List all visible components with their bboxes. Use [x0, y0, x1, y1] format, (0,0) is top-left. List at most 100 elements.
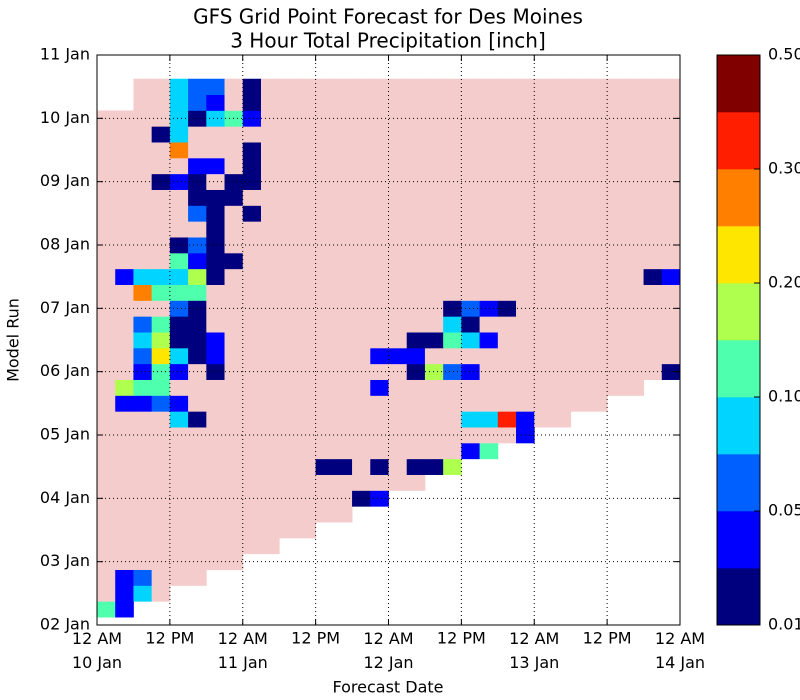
cell [224, 395, 244, 412]
cell [279, 284, 298, 301]
cell [260, 347, 280, 365]
plot-frame [96, 54, 681, 626]
cell [242, 537, 262, 555]
cell [643, 237, 663, 254]
cell [443, 379, 462, 396]
cell [552, 252, 572, 270]
cell [461, 395, 480, 412]
cell [260, 332, 280, 349]
cell [242, 300, 262, 317]
cell [370, 173, 389, 190]
cell [643, 300, 663, 317]
cell [552, 395, 572, 412]
cell [188, 126, 207, 143]
cell [297, 347, 317, 365]
cell [242, 268, 262, 285]
cell [607, 78, 626, 95]
cell [552, 268, 572, 285]
cell [424, 379, 444, 396]
cell [607, 347, 626, 365]
cell [260, 474, 280, 491]
cell [188, 332, 207, 349]
cell [588, 379, 608, 396]
cell [443, 442, 462, 460]
cell [115, 332, 134, 349]
cell [406, 474, 426, 491]
cell [151, 157, 171, 175]
cell [242, 522, 262, 539]
cell [206, 205, 225, 222]
cell [625, 363, 644, 380]
cell [315, 379, 335, 396]
cell [133, 173, 153, 190]
cell [461, 284, 480, 301]
cell [115, 569, 134, 586]
cell [333, 379, 353, 396]
cell [315, 474, 335, 491]
cell [279, 316, 298, 333]
cell [151, 189, 171, 206]
cell [588, 268, 608, 285]
cell [588, 395, 608, 412]
cell [406, 252, 426, 270]
cell [224, 205, 244, 222]
cell [479, 221, 499, 238]
x-tick-label: 12 AM 10 Jan [72, 629, 122, 672]
cell [552, 157, 572, 175]
cell [279, 252, 298, 270]
cell [443, 78, 462, 95]
cell [169, 522, 189, 539]
cell [333, 442, 353, 460]
cell [461, 221, 480, 238]
colorbar-tick-label: 0.50 [768, 45, 800, 64]
cell [534, 300, 553, 317]
cell [97, 332, 116, 349]
cell [279, 506, 298, 523]
cell [151, 474, 171, 491]
cell [370, 268, 389, 285]
cell [497, 252, 517, 270]
cell [570, 142, 590, 159]
cell [570, 268, 590, 285]
cell [188, 506, 207, 523]
cell [315, 252, 335, 270]
cell [242, 189, 262, 206]
cell [333, 458, 353, 475]
cell [169, 189, 189, 206]
cell [388, 205, 408, 222]
cell [188, 347, 207, 365]
cell [151, 411, 171, 428]
cell [625, 252, 644, 270]
cell [315, 205, 335, 222]
cell [169, 474, 189, 491]
cell [224, 347, 244, 365]
cell [406, 411, 426, 428]
cell [188, 569, 207, 586]
cell [260, 300, 280, 317]
cell [497, 347, 517, 365]
cell [133, 363, 153, 380]
cell [151, 268, 171, 285]
cell [461, 347, 480, 365]
cell [151, 490, 171, 507]
cell [497, 300, 517, 317]
cell [297, 157, 317, 175]
cell [169, 252, 189, 270]
cell [570, 157, 590, 175]
cell [115, 268, 134, 285]
cell [333, 284, 353, 301]
cell [424, 142, 444, 159]
cell [279, 427, 298, 444]
y-tick-label: 06 Jan [40, 361, 90, 380]
cell [315, 126, 335, 143]
cell [625, 268, 644, 285]
cell [643, 363, 663, 380]
cell [461, 110, 480, 127]
cell [279, 490, 298, 507]
cell [443, 332, 462, 349]
cell [570, 395, 590, 412]
cell [516, 94, 535, 111]
cell [607, 126, 626, 143]
cell [151, 522, 171, 539]
cell [115, 585, 134, 602]
